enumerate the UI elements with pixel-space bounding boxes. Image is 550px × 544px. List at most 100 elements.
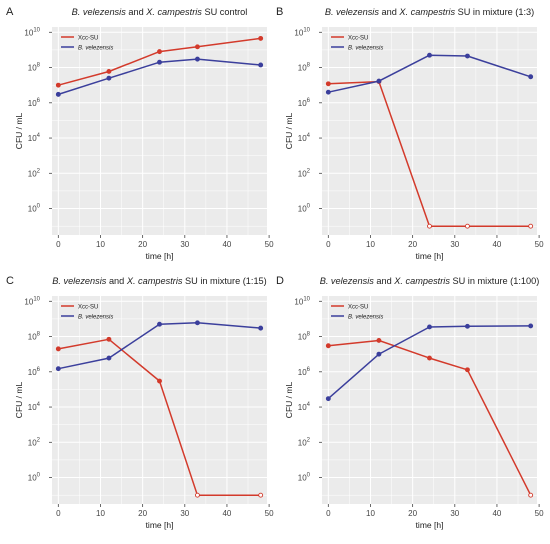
legend-label: Xcc-SU (78, 305, 98, 311)
data-point (258, 325, 264, 331)
y-tick-label: 106 (298, 98, 311, 108)
y-tick-label: 1010 (24, 296, 40, 306)
x-tick-label: 10 (96, 509, 105, 518)
y-tick-base: 10 (298, 205, 307, 214)
y-tick-base: 10 (298, 169, 307, 178)
title-part: X. campestris (145, 7, 202, 17)
data-point (464, 323, 470, 329)
x-tick-label: 20 (138, 240, 147, 249)
x-tick-label: 50 (535, 240, 544, 249)
x-tick-label: 0 (326, 509, 331, 518)
x-tick-label: 40 (492, 509, 501, 518)
y-tick-base: 10 (298, 333, 307, 342)
data-point (55, 366, 61, 372)
y-tick-exponent: 2 (307, 437, 311, 443)
title-part: B. velezensis (52, 276, 107, 286)
y-tick-exponent: 8 (37, 332, 41, 338)
y-tick-base: 10 (294, 297, 303, 306)
y-tick-label: 102 (298, 168, 311, 178)
y-tick-base: 10 (294, 28, 303, 37)
y-tick-exponent: 10 (33, 27, 40, 33)
y-tick-exponent: 6 (37, 98, 41, 104)
data-point (194, 56, 200, 62)
y-tick-exponent: 4 (37, 402, 41, 408)
chart-title: B. velezensis and X. campestris SU in mi… (325, 7, 534, 17)
data-point (325, 89, 331, 95)
y-tick-exponent: 4 (37, 133, 41, 139)
y-tick-exponent: 8 (307, 332, 311, 338)
legend-label: Xcc-SU (348, 305, 368, 311)
y-tick-label: 100 (298, 473, 311, 483)
panel-letter: D (276, 275, 284, 287)
x-tick-label: 20 (408, 240, 417, 249)
data-point (55, 91, 61, 97)
chart-panel: B B. velezensis and X. campestris SU in m… (276, 6, 544, 261)
title-part: SU in mixture (1:15) (182, 276, 266, 286)
data-point (376, 351, 382, 357)
y-axis-label: CFU / mL (284, 382, 294, 419)
data-point (157, 321, 162, 327)
plot-area (322, 296, 537, 504)
y-tick-exponent: 2 (37, 168, 41, 174)
y-tick-base: 10 (28, 134, 37, 143)
data-point (258, 62, 264, 68)
x-tick-label: 10 (96, 240, 105, 249)
data-point (376, 78, 382, 84)
data-point (55, 82, 61, 88)
data-point (157, 59, 162, 65)
data-point (106, 355, 112, 361)
x-tick-label: 50 (265, 509, 274, 518)
x-tick-label: 20 (138, 509, 147, 518)
y-tick-base: 10 (24, 28, 33, 37)
panel-letter: B (276, 6, 283, 18)
data-point (157, 378, 162, 384)
y-tick-label: 106 (28, 367, 41, 377)
y-tick-exponent: 2 (307, 168, 311, 174)
y-tick-base: 10 (298, 474, 307, 483)
x-tick-label: 30 (450, 509, 459, 518)
panel-letter: A (6, 6, 14, 18)
y-tick-exponent: 10 (303, 296, 310, 302)
data-point (528, 492, 534, 498)
legend: Xcc-SU B. velezensis (331, 305, 383, 321)
y-tick-label: 104 (298, 402, 311, 412)
y-tick-base: 10 (298, 368, 307, 377)
data-point (194, 320, 200, 326)
plot-area (52, 27, 267, 235)
y-tick-label: 108 (298, 63, 311, 73)
x-tick-label: 0 (56, 509, 61, 518)
legend-label: B. velezensis (78, 315, 113, 321)
legend: Xcc-SU B. velezensis (331, 36, 383, 52)
y-tick-exponent: 0 (307, 473, 311, 479)
x-tick-label: 0 (56, 240, 61, 249)
chart-panel: A B. velezensis and X. campestris SU cont… (6, 6, 274, 261)
y-tick-base: 10 (28, 64, 37, 73)
x-tick-label: 30 (180, 240, 189, 249)
data-point (106, 69, 112, 74)
y-tick-label: 100 (298, 204, 311, 214)
x-tick-label: 20 (408, 509, 417, 518)
y-tick-exponent: 0 (37, 204, 41, 210)
data-point (325, 396, 331, 402)
legend: Xcc-SU B. velezensis (61, 36, 113, 52)
y-tick-base: 10 (298, 64, 307, 73)
x-axis-label: time [h] (146, 251, 174, 261)
y-tick-exponent: 10 (303, 27, 310, 33)
y-axis-label: CFU / mL (14, 382, 24, 419)
y-axis-label: CFU / mL (14, 113, 24, 150)
data-point (106, 75, 112, 81)
legend-label: Xcc-SU (348, 36, 368, 42)
panel-letter: C (6, 275, 14, 287)
data-point (427, 324, 432, 330)
data-point (258, 35, 264, 41)
y-tick-label: 108 (28, 332, 41, 342)
y-tick-label: 100 (28, 204, 41, 214)
x-tick-label: 10 (366, 240, 375, 249)
y-tick-base: 10 (298, 99, 307, 108)
y-axis-label: CFU / mL (284, 113, 294, 150)
data-point (464, 223, 470, 229)
data-point (528, 223, 534, 229)
data-point (464, 53, 470, 59)
data-point (464, 367, 470, 373)
y-tick-exponent: 0 (307, 204, 311, 210)
